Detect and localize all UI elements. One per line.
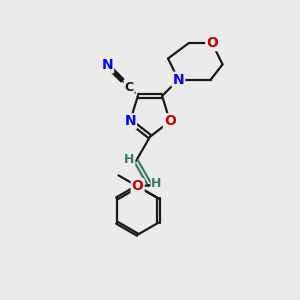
Text: H: H xyxy=(124,153,135,166)
Text: O: O xyxy=(132,179,144,194)
Text: H: H xyxy=(151,177,162,190)
Text: N: N xyxy=(101,58,113,72)
Text: C: C xyxy=(124,81,134,94)
Text: N: N xyxy=(124,114,136,128)
Text: N: N xyxy=(172,73,184,87)
Text: O: O xyxy=(206,36,218,50)
Text: O: O xyxy=(164,114,176,128)
